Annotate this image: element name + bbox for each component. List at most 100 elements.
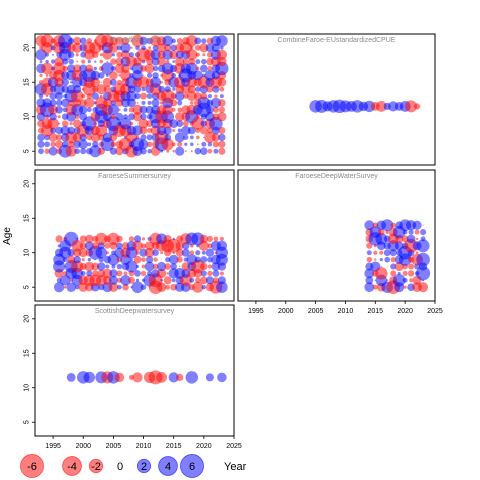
residual-bubble [61,85,69,93]
panel-frame [34,169,235,302]
y-tick-label: 5 [24,285,31,289]
residual-bubble [141,257,146,262]
residual-bubble [81,93,86,99]
residual-bubble [164,263,172,270]
residual-bubble [416,266,431,281]
residual-bubble [93,122,97,126]
residual-bubble [412,220,422,230]
residual-bubble [119,117,132,130]
residual-bubble [55,134,63,141]
residual-bubble [95,232,108,246]
legend-label: -6 [27,461,37,473]
residual-bubble [189,250,195,255]
residual-bubble [407,270,415,277]
residual-bubble [94,60,97,63]
residual-bubble [78,139,88,150]
y-tick-label: 10 [24,113,31,121]
residual-bubble [50,141,56,148]
residual-bubble [62,65,68,72]
residual-bubble [205,43,215,53]
residual-bubble [87,60,91,64]
residual-bubble [39,73,43,78]
residual-bubble [140,284,147,290]
residual-bubble [99,53,103,57]
x-tick-label: 2000 [278,308,294,315]
residual-bubble [67,64,76,73]
residual-bubble [118,74,121,77]
residual-bubble [133,235,142,243]
residual-bubble [137,76,150,89]
residual-bubble [115,36,124,46]
residual-bubble [211,43,221,52]
residual-bubble [45,59,49,64]
residual-bubble [71,69,83,81]
residual-bubble [172,237,175,241]
residual-bubble [39,60,43,63]
residual-bubble [95,246,108,259]
residual-bubble [190,142,194,147]
residual-bubble [211,262,221,271]
residual-bubble [164,134,172,141]
residual-bubble [128,236,135,242]
residual-bubble [218,106,226,113]
residual-bubble [201,58,207,65]
residual-bubble [152,44,159,51]
residual-bubble [131,62,144,75]
residual-bubble [218,133,226,142]
residual-bubble [45,52,49,57]
residual-bubble [142,74,145,77]
residual-bubble [86,270,93,277]
y-tick-label: 20 [24,315,31,323]
residual-bubble [104,242,111,249]
residual-bubble [52,53,55,56]
residual-bubble [103,85,111,93]
residual-bubble [44,141,50,148]
residual-bubble [158,85,165,93]
residual-bubble [135,278,140,282]
residual-bubble [114,372,125,383]
legend-entry: 4 [158,456,178,476]
residual-bubble [76,60,79,63]
residual-bubble [195,277,201,284]
legend-bubble-outline [20,454,44,478]
legend-bubble-outline [88,458,104,474]
residual-bubble [185,371,199,384]
residual-bubble [147,148,152,154]
residual-bubble [86,107,92,113]
residual-bubble [133,255,142,264]
residual-bubble [156,372,168,383]
residual-bubble [199,126,208,135]
residual-bubble [162,35,174,47]
residual-bubble [141,45,146,51]
residual-bubble [204,131,216,144]
residual-bubble [141,87,146,92]
residual-bubble [217,77,227,87]
residual-bubble [121,37,130,45]
residual-bubble [416,239,430,253]
residual-bubble [92,141,99,148]
residual-bubble [130,258,133,261]
x-tick-label: 1995 [45,443,61,450]
residual-bubble [86,134,93,141]
residual-bubble [186,77,198,88]
residual-bubble [65,145,77,157]
residual-bubble [176,37,183,44]
residual-bubble [96,84,107,95]
residual-bubble [171,73,177,78]
panel-frame [237,33,436,166]
residual-bubble [206,85,214,93]
residual-bubble [166,238,181,253]
residual-bubble [176,373,184,381]
residual-bubble [91,92,99,100]
residual-bubble [53,282,65,293]
residual-bubble [199,64,208,73]
residual-bubble [214,94,218,98]
residual-bubble [201,250,206,255]
residual-bubble [415,251,419,255]
residual-bubble [67,255,76,264]
residual-bubble [73,36,82,45]
residual-bubble [397,271,401,275]
y-tick-label: 10 [24,384,31,392]
residual-bubble [156,282,167,292]
